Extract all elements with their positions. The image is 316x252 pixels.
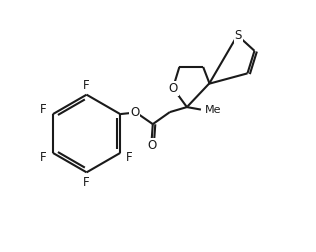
Text: Me: Me [205, 105, 222, 115]
Text: O: O [130, 106, 139, 119]
Text: F: F [83, 176, 90, 189]
Text: F: F [40, 151, 46, 164]
Text: O: O [147, 139, 156, 152]
Text: F: F [83, 79, 90, 92]
Text: O: O [168, 82, 178, 95]
Text: F: F [126, 151, 132, 164]
Text: F: F [40, 103, 46, 116]
Text: S: S [234, 29, 242, 42]
